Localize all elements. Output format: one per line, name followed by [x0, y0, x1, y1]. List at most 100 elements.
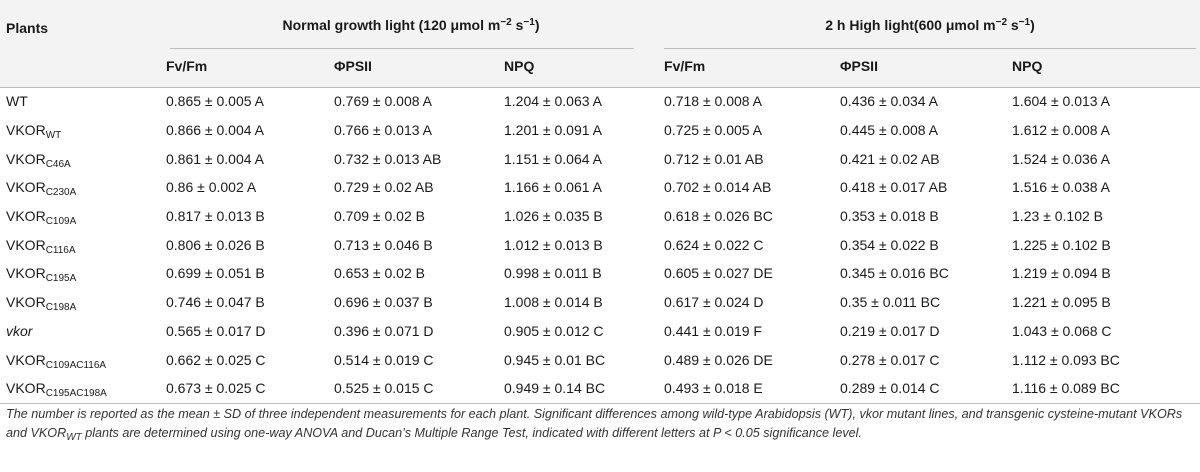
plant-name-subscript: C230A [45, 187, 77, 199]
plant-name-text: VKOR [6, 351, 46, 368]
plant-name-subscript: C46A [45, 158, 71, 170]
table-cell: 0.514 ± 0.019 C [334, 351, 434, 368]
plant-name-text: WT [6, 93, 28, 110]
plant-name-text: VKOR [6, 208, 46, 225]
table-cell: 1.219 ± 0.094 B [1012, 265, 1111, 282]
table-cell: 1.225 ± 0.102 B [1012, 236, 1111, 253]
table-cell: 1.612 ± 0.008 A [1012, 122, 1111, 139]
table-cell: 1.516 ± 0.038 A [1012, 179, 1111, 196]
table-row: VKORC195AC198A 0.673 ± 0.025 C 0.525 ± 0.0… [0, 374, 1200, 403]
row-plant-name: VKORC198A [0, 288, 162, 317]
table-cell: 0.624 ± 0.022 C [664, 236, 764, 253]
table-cell: 0.525 ± 0.015 C [334, 380, 434, 397]
row-plant-name: VKORC109A [0, 202, 162, 231]
table-cell: 0.605 ± 0.027 DE [664, 265, 773, 282]
header-bottom-rule [0, 87, 1200, 88]
table-cell: 0.396 ± 0.071 D [334, 322, 434, 339]
table-cell: 1.201 ± 0.091 A [504, 122, 602, 139]
table-cell: 0.725 ± 0.005 A [664, 122, 763, 139]
table-cell: 0.617 ± 0.024 D [664, 294, 764, 311]
table-bottom-rule [0, 403, 1200, 404]
table-cell: 1.524 ± 0.036 A [1012, 150, 1111, 167]
plant-name-text: VKOR [6, 236, 46, 253]
table-cell: 0.353 ± 0.018 B [840, 208, 939, 225]
row-plant-name: VKORC109AC116A [0, 345, 162, 374]
table-cell: 0.696 ± 0.037 B [334, 294, 433, 311]
plant-name-subscript: C116A [45, 244, 76, 256]
table-cell: 0.702 ± 0.014 AB [664, 179, 772, 196]
table-cell: 0.421 ± 0.02 AB [840, 150, 940, 167]
row-plant-name: VKORC230A [0, 173, 162, 202]
row-plant-name: VKORC116A [0, 230, 162, 259]
plant-name-subscript: C195A [45, 273, 77, 285]
table-row: VKORC198A 0.746 ± 0.047 B 0.696 ± 0.037 B 1… [0, 288, 1200, 317]
table-cell: 1.012 ± 0.013 B [504, 236, 603, 253]
table-body: WT 0.865 ± 0.005 A 0.769 ± 0.008 A 1.204 ± … [0, 87, 1200, 403]
plant-name-text: vkor [6, 322, 33, 339]
plant-name-subscript: C109AC116A [45, 359, 107, 371]
table-cell: 0.817 ± 0.013 B [166, 208, 265, 225]
col-header-fvfm-normal: Fv/Fm [166, 57, 208, 74]
table-cell: 1.043 ± 0.068 C [1012, 322, 1112, 339]
table-cell: 0.861 ± 0.004 A [166, 150, 264, 167]
plant-name-text: VKOR [6, 265, 46, 282]
row-plant-name: VKORC195AC198A [0, 374, 162, 403]
table-cell: 1.151 ± 0.064 A [504, 150, 602, 167]
table-cell: 0.35 ± 0.011 BC [840, 294, 941, 311]
table-row: WT 0.865 ± 0.005 A 0.769 ± 0.008 A 1.204 ± … [0, 87, 1200, 116]
table-cell: 1.026 ± 0.035 B [504, 208, 603, 225]
col-header-phipsii-high: ΦPSII [840, 57, 878, 74]
row-plant-name: VKORWT [0, 116, 162, 145]
table-cell: 0.746 ± 0.047 B [166, 294, 265, 311]
table-cell: 0.673 ± 0.025 C [166, 380, 266, 397]
table-cell: 0.445 ± 0.008 A [840, 122, 939, 139]
row-plant-name: VKORC195A [0, 259, 162, 288]
col-header-fvfm-high: Fv/Fm [664, 57, 706, 74]
table-cell: 0.565 ± 0.017 D [166, 322, 266, 339]
table-cell: 0.278 ± 0.017 C [840, 351, 940, 368]
table-cell: 0.699 ± 0.051 B [166, 265, 265, 282]
table-footnote: The number is reported as the mean ± SD … [6, 407, 1183, 443]
header-band [0, 0, 1200, 87]
table-cell: 1.23 ± 0.102 B [1012, 208, 1103, 225]
table-row: VKORC46A 0.861 ± 0.004 A 0.732 ± 0.013 AB 1… [0, 144, 1200, 173]
table-cell: 0.86 ± 0.002 A [166, 179, 257, 196]
table-row: VKORC230A 0.86 ± 0.002 A 0.729 ± 0.02 AB 1.… [0, 173, 1200, 202]
table-cell: 1.166 ± 0.061 A [504, 179, 602, 196]
table-cell: 0.418 ± 0.017 AB [840, 179, 948, 196]
plant-name-text: VKOR [6, 150, 46, 167]
plant-name-subscript: C195AC198A [45, 388, 107, 400]
table-cell: 0.865 ± 0.005 A [166, 93, 264, 110]
table-cell: 0.709 ± 0.02 B [334, 208, 425, 225]
table-cell: 0.998 ± 0.011 B [504, 265, 602, 282]
plant-name-text: VKOR [6, 294, 46, 311]
header-plants: Plants [6, 20, 49, 36]
table-cell: 0.662 ± 0.025 C [166, 351, 266, 368]
table-cell: 0.729 ± 0.02 AB [334, 179, 434, 196]
header-normal-light: Normal growth light (120 μmol m−2 s−1) [282, 17, 540, 33]
col-header-npq-normal: NPQ [504, 57, 535, 74]
table-cell: 0.732 ± 0.013 AB [334, 150, 442, 167]
data-table: Plants Normal growth light (120 μmol m−2… [0, 17, 1200, 403]
group-rule-high [664, 48, 1196, 49]
table-cell: 0.436 ± 0.034 A [840, 93, 939, 110]
plant-name-subscript: C109A [45, 216, 77, 228]
table-cell: 0.945 ± 0.01 BC [504, 351, 606, 368]
row-plant-name: vkor [0, 317, 162, 346]
table-cell: 0.489 ± 0.026 DE [664, 351, 773, 368]
table-cell: 1.604 ± 0.013 A [1012, 93, 1111, 110]
table-cell: 0.712 ± 0.01 AB [664, 150, 764, 167]
plant-name-text: VKOR [6, 380, 46, 397]
table-cell: 0.345 ± 0.016 BC [840, 265, 949, 282]
table-cell: 0.766 ± 0.013 A [334, 122, 432, 139]
row-plant-name: WT [0, 87, 162, 116]
table-cell: 0.219 ± 0.017 D [840, 322, 940, 339]
table-row: VKORWT 0.866 ± 0.004 A 0.766 ± 0.013 A 1.20… [0, 116, 1200, 145]
table-cell: 0.354 ± 0.022 B [840, 236, 939, 253]
table-cell: 1.008 ± 0.014 B [504, 294, 603, 311]
table-row: VKORC195A 0.699 ± 0.051 B 0.653 ± 0.02 B 0.… [0, 259, 1200, 288]
row-plant-name: VKORC46A [0, 144, 162, 173]
table-row: vkor 0.565 ± 0.017 D 0.396 ± 0.071 D 0.905 … [0, 317, 1200, 346]
